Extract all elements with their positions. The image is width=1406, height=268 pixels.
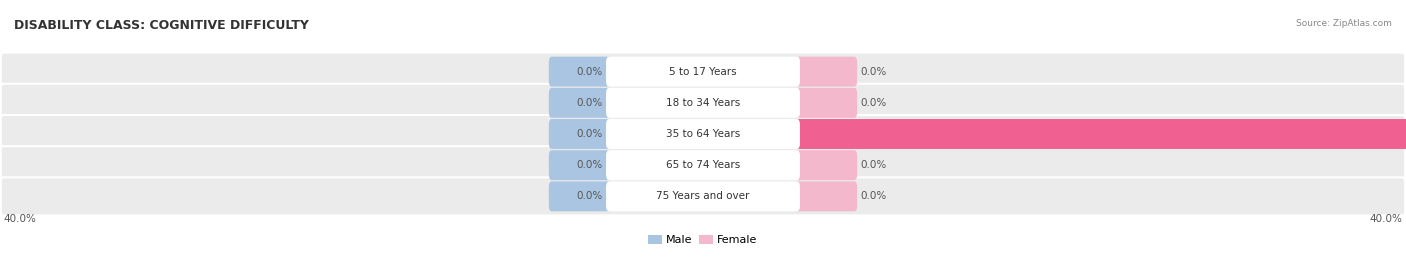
Text: 0.0%: 0.0%: [860, 67, 887, 77]
Text: 65 to 74 Years: 65 to 74 Years: [666, 160, 740, 170]
FancyBboxPatch shape: [606, 57, 800, 87]
FancyBboxPatch shape: [794, 57, 858, 87]
Text: DISABILITY CLASS: COGNITIVE DIFFICULTY: DISABILITY CLASS: COGNITIVE DIFFICULTY: [14, 19, 309, 32]
Text: 0.0%: 0.0%: [860, 98, 887, 108]
Text: 5 to 17 Years: 5 to 17 Years: [669, 67, 737, 77]
Text: 0.0%: 0.0%: [576, 160, 602, 170]
Text: Source: ZipAtlas.com: Source: ZipAtlas.com: [1296, 19, 1392, 28]
FancyBboxPatch shape: [1, 53, 1405, 91]
FancyBboxPatch shape: [548, 88, 612, 118]
FancyBboxPatch shape: [794, 150, 858, 180]
Text: 0.0%: 0.0%: [576, 67, 602, 77]
Text: 40.0%: 40.0%: [3, 214, 37, 224]
Legend: Male, Female: Male, Female: [648, 234, 758, 245]
FancyBboxPatch shape: [606, 88, 800, 118]
FancyBboxPatch shape: [606, 119, 800, 149]
FancyBboxPatch shape: [1, 146, 1405, 184]
FancyBboxPatch shape: [606, 150, 800, 180]
Text: 0.0%: 0.0%: [860, 160, 887, 170]
FancyBboxPatch shape: [548, 150, 612, 180]
FancyBboxPatch shape: [1, 177, 1405, 215]
FancyBboxPatch shape: [548, 119, 612, 149]
FancyBboxPatch shape: [1, 115, 1405, 153]
Text: 0.0%: 0.0%: [576, 98, 602, 108]
Text: 75 Years and over: 75 Years and over: [657, 191, 749, 201]
FancyBboxPatch shape: [548, 57, 612, 87]
FancyBboxPatch shape: [1, 84, 1405, 122]
Text: 40.0%: 40.0%: [1369, 214, 1403, 224]
FancyBboxPatch shape: [548, 181, 612, 211]
Text: 35 to 64 Years: 35 to 64 Years: [666, 129, 740, 139]
Text: 0.0%: 0.0%: [576, 191, 602, 201]
Text: 0.0%: 0.0%: [860, 191, 887, 201]
FancyBboxPatch shape: [606, 181, 800, 211]
FancyBboxPatch shape: [794, 181, 858, 211]
Text: 18 to 34 Years: 18 to 34 Years: [666, 98, 740, 108]
Text: 0.0%: 0.0%: [576, 129, 602, 139]
FancyBboxPatch shape: [794, 88, 858, 118]
FancyBboxPatch shape: [794, 119, 1406, 149]
